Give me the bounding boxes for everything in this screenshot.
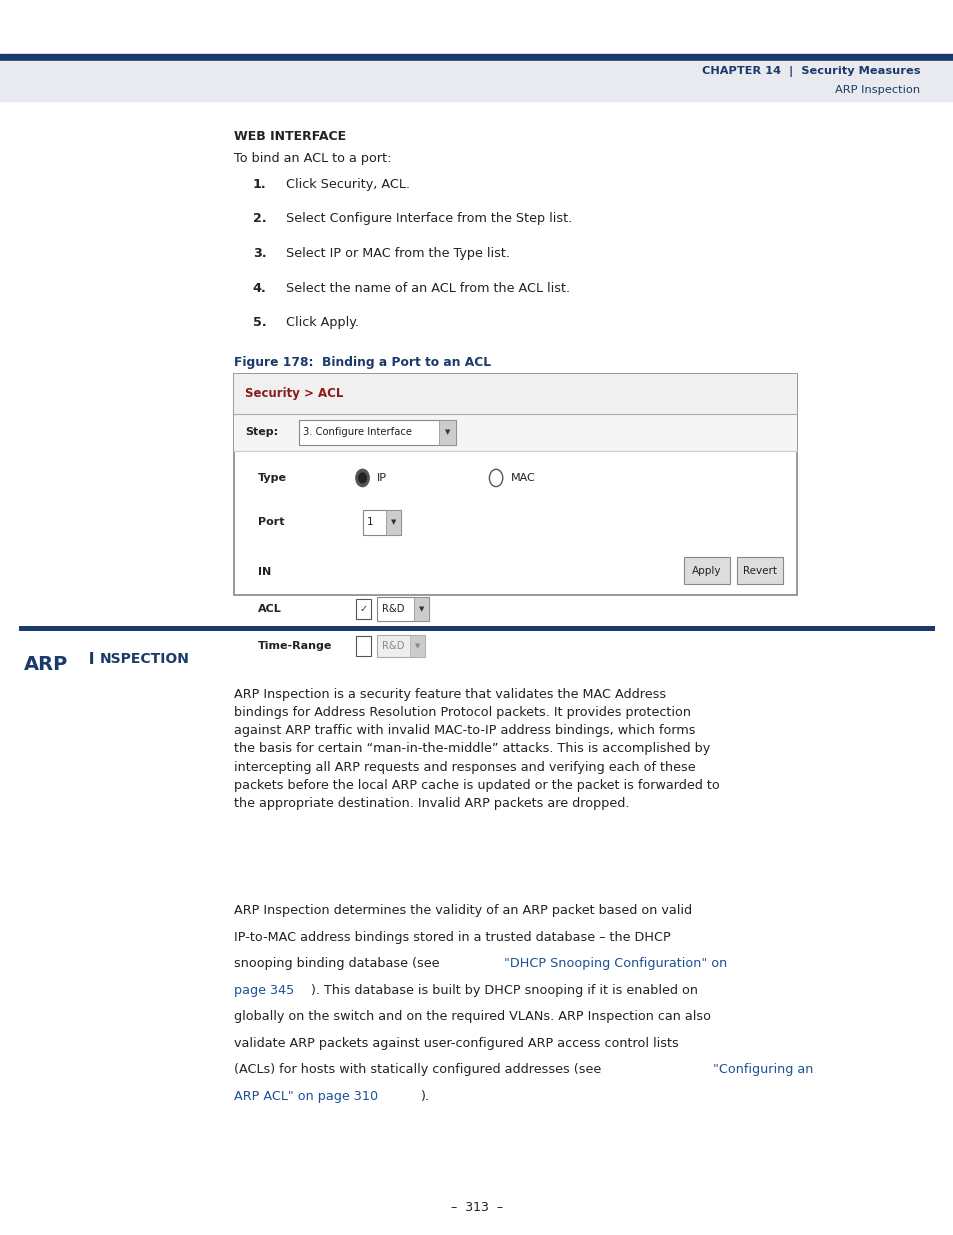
Bar xyxy=(376,635,424,657)
Bar xyxy=(0,61,953,101)
Text: To bind an ACL to a port:: To bind an ACL to a port: xyxy=(233,152,391,165)
Text: Select Configure Interface from the Step list.: Select Configure Interface from the Step… xyxy=(286,212,572,226)
Text: 4.: 4. xyxy=(253,282,266,295)
Text: ACL: ACL xyxy=(257,604,281,614)
Text: ARP Inspection: ARP Inspection xyxy=(835,85,920,95)
Text: Select IP or MAC from the Type list.: Select IP or MAC from the Type list. xyxy=(286,247,510,261)
Bar xyxy=(438,420,456,445)
Text: ). This database is built by DHCP snooping if it is enabled on: ). This database is built by DHCP snoopi… xyxy=(311,983,698,997)
Text: Apply: Apply xyxy=(692,566,720,576)
Text: ▼: ▼ xyxy=(391,520,396,525)
Text: Select the name of an ACL from the ACL list.: Select the name of an ACL from the ACL l… xyxy=(286,282,570,295)
Bar xyxy=(376,597,429,621)
Bar xyxy=(298,420,456,445)
Text: ARP Inspection is a security feature that validates the MAC Address
bindings for: ARP Inspection is a security feature tha… xyxy=(233,688,719,810)
Text: ▼: ▼ xyxy=(418,606,424,611)
Text: R&D: R&D xyxy=(381,604,404,614)
Bar xyxy=(355,599,371,619)
Text: Step:: Step: xyxy=(245,427,278,437)
Bar xyxy=(386,510,400,535)
Bar xyxy=(233,414,796,451)
Bar xyxy=(414,597,429,621)
Text: (ACLs) for hosts with statically configured addresses (see: (ACLs) for hosts with statically configu… xyxy=(233,1063,604,1077)
Text: R&D: R&D xyxy=(381,641,404,651)
Text: ARP: ARP xyxy=(24,655,68,673)
Text: Figure 178:  Binding a Port to an ACL: Figure 178: Binding a Port to an ACL xyxy=(233,356,491,369)
Text: Time-Range: Time-Range xyxy=(257,641,332,651)
Text: Click Security, ACL.: Click Security, ACL. xyxy=(286,178,410,191)
Text: page 345: page 345 xyxy=(233,983,294,997)
Text: "DHCP Snooping Configuration" on: "DHCP Snooping Configuration" on xyxy=(503,957,726,971)
Text: CHAPTER 14  |  Security Measures: CHAPTER 14 | Security Measures xyxy=(701,67,920,77)
Bar xyxy=(0,54,953,61)
Text: ARP Inspection determines the validity of an ARP packet based on valid: ARP Inspection determines the validity o… xyxy=(233,904,691,918)
Bar xyxy=(362,510,400,535)
Text: 2.: 2. xyxy=(253,212,266,226)
Circle shape xyxy=(355,469,369,487)
Text: validate ARP packets against user-configured ARP access control lists: validate ARP packets against user-config… xyxy=(233,1037,678,1050)
Text: Revert: Revert xyxy=(742,566,777,576)
Text: ).: ). xyxy=(419,1089,428,1103)
Text: Port: Port xyxy=(257,517,284,527)
Bar xyxy=(0,0,953,56)
Text: ▼: ▼ xyxy=(444,430,450,435)
Text: 5.: 5. xyxy=(253,316,266,330)
Bar xyxy=(737,557,782,584)
Text: Click Apply.: Click Apply. xyxy=(286,316,359,330)
Text: –  313  –: – 313 – xyxy=(451,1202,502,1214)
Text: Security > ACL: Security > ACL xyxy=(245,388,343,400)
Text: MAC: MAC xyxy=(510,473,535,483)
Bar xyxy=(233,374,796,414)
Bar xyxy=(19,626,934,631)
Text: 1: 1 xyxy=(367,517,374,527)
Bar xyxy=(233,374,796,595)
Bar xyxy=(355,636,371,656)
Text: WEB INTERFACE: WEB INTERFACE xyxy=(233,130,346,143)
Text: IP: IP xyxy=(376,473,386,483)
Text: ▼: ▼ xyxy=(415,643,420,648)
Text: "Configuring an: "Configuring an xyxy=(712,1063,812,1077)
Bar xyxy=(410,635,424,657)
Text: 1.: 1. xyxy=(253,178,266,191)
Text: globally on the switch and on the required VLANs. ARP Inspection can also: globally on the switch and on the requir… xyxy=(233,1010,710,1024)
Text: IN: IN xyxy=(257,567,271,577)
Circle shape xyxy=(358,473,366,483)
Text: NSPECTION: NSPECTION xyxy=(100,652,190,666)
Text: 3. Configure Interface: 3. Configure Interface xyxy=(303,427,412,437)
Text: IP-to-MAC address bindings stored in a trusted database – the DHCP: IP-to-MAC address bindings stored in a t… xyxy=(233,931,670,944)
Text: Type: Type xyxy=(257,473,286,483)
Text: ARP ACL" on page 310: ARP ACL" on page 310 xyxy=(233,1089,377,1103)
Text: I: I xyxy=(83,652,94,667)
Text: ✓: ✓ xyxy=(359,604,367,614)
Text: 3.: 3. xyxy=(253,247,266,261)
Bar xyxy=(683,557,729,584)
Text: snooping binding database (see: snooping binding database (see xyxy=(233,957,443,971)
